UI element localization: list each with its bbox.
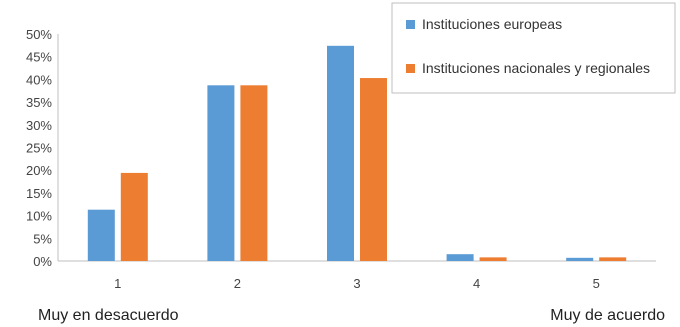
x-tick-label-5: 5 (593, 276, 600, 291)
bar-series2-cat4 (479, 257, 507, 261)
y-tick-label-0: 0% (33, 254, 52, 269)
bar-series2-cat2 (240, 85, 268, 261)
bar-series2-cat1 (120, 172, 148, 261)
y-tick-label-10: 50% (26, 27, 52, 42)
bar-series1-cat5 (566, 257, 594, 261)
x-axis-ticks: 1 2 3 4 5 (114, 276, 600, 291)
bar-series2-cat3 (360, 78, 387, 262)
legend-label-2: Instituciones nacionales y regionales (422, 60, 650, 76)
legend-swatch-2 (406, 64, 415, 73)
legend-label-1: Instituciones europeas (422, 16, 562, 32)
bar-series1-cat3 (327, 45, 354, 261)
bars (87, 45, 627, 262)
y-tick-label-3: 15% (26, 186, 52, 201)
x-axis-right-label: Muy de acuerdo (550, 307, 665, 324)
bar-series1-cat4 (446, 254, 474, 261)
x-tick-label-1: 1 (114, 276, 121, 291)
y-tick-label-2: 10% (26, 209, 52, 224)
legend-swatch-1 (406, 20, 415, 29)
bar-series2-cat5 (599, 257, 627, 261)
x-tick-label-4: 4 (473, 276, 480, 291)
y-tick-label-6: 30% (26, 118, 52, 133)
x-axis-left-label: Muy en desacuerdo (38, 307, 179, 324)
y-axis-ticks: 0% 5% 10% 15% 20% 25% 30% 35% 40% 45% 50% (26, 27, 52, 269)
y-tick-label-4: 20% (26, 163, 52, 178)
x-tick-label-3: 3 (353, 276, 360, 291)
y-tick-label-5: 25% (26, 141, 52, 156)
y-tick-label-8: 40% (26, 72, 52, 87)
y-tick-label-7: 35% (26, 95, 52, 110)
legend: Instituciones europeas Instituciones naci… (391, 2, 676, 94)
y-tick-label-1: 5% (33, 231, 52, 246)
legend-box (391, 2, 676, 94)
bar-series1-cat1 (87, 209, 115, 261)
y-tick-label-9: 45% (26, 50, 52, 65)
x-tick-label-2: 2 (234, 276, 241, 291)
bar-series1-cat2 (207, 85, 235, 261)
